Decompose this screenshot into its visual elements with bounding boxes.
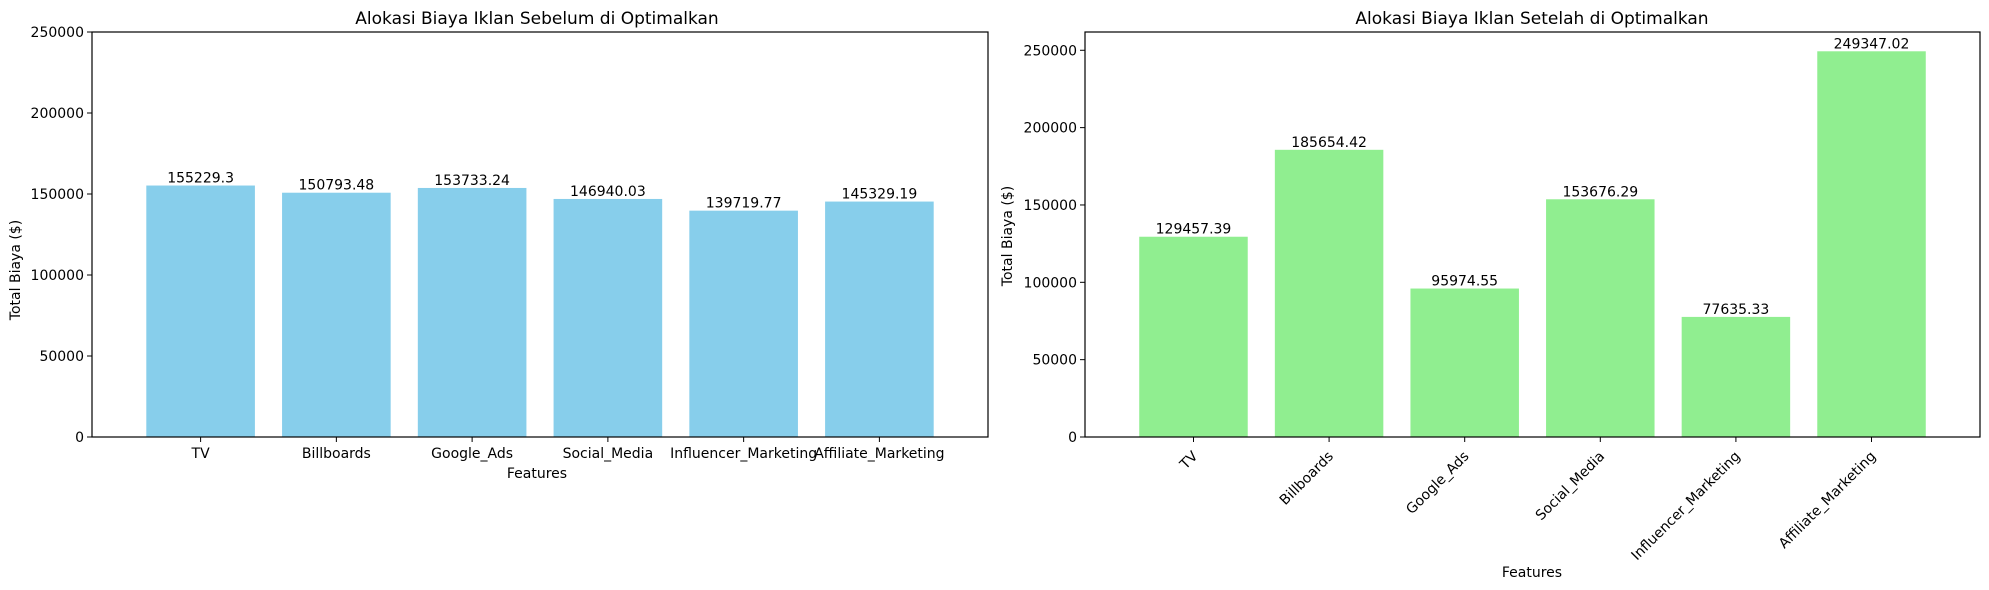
plot-frame xyxy=(91,31,989,438)
tick-group: TV Billboards Google_Ads Social_Media Influe… xyxy=(31,25,945,462)
y-tick-label: 0 xyxy=(75,430,84,446)
x-tick-label: Social_Media xyxy=(563,446,654,462)
bar-google-ads xyxy=(417,187,527,437)
y-axis-label: Total Biaya ($) xyxy=(1000,186,1016,287)
data-label: 129457.39 xyxy=(1156,222,1232,238)
data-label: 153733.24 xyxy=(434,173,510,189)
y-tick-label: 250000 xyxy=(31,25,84,41)
x-tick-label: Affiliate_Marketing xyxy=(814,446,944,462)
y-tick-label: 100000 xyxy=(31,268,84,284)
data-label: 145329.19 xyxy=(842,187,918,203)
bar-affiliate-marketing xyxy=(825,201,934,437)
data-label: 153676.29 xyxy=(1562,184,1638,200)
plot-frame xyxy=(1084,31,1981,438)
y-tick-label: 50000 xyxy=(1032,353,1077,369)
x-tick-label: Social_Media xyxy=(1533,449,1608,524)
x-axis-label: Features xyxy=(1502,565,1562,581)
data-label: 95974.55 xyxy=(1431,274,1498,290)
data-label: 139719.77 xyxy=(706,196,782,212)
y-tick-label: 200000 xyxy=(1024,121,1077,137)
bar-influencer-marketing xyxy=(1681,316,1791,437)
data-label: 150793.48 xyxy=(299,178,375,194)
y-tick-label: 150000 xyxy=(31,187,84,203)
y-tick-label: 50000 xyxy=(39,349,84,365)
y-tick-label: 0 xyxy=(1068,430,1077,446)
data-label: 249347.02 xyxy=(1834,36,1910,52)
data-label: 185654.42 xyxy=(1291,135,1367,151)
bar-group: 155229.3 150793.48 153733.24 146940.03 13971… xyxy=(146,171,934,437)
bar-tv xyxy=(1139,236,1248,437)
x-tick-label: Billboards xyxy=(302,446,371,462)
bar-affiliate-marketing xyxy=(1817,51,1926,438)
x-tick-label: Influencer_Marketing xyxy=(670,446,817,462)
y-tick-label: 200000 xyxy=(31,106,84,122)
bar-billboards xyxy=(282,192,391,437)
y-tick-label: 150000 xyxy=(1024,198,1077,214)
bar-tv xyxy=(146,185,255,437)
x-tick-label: Influencer_Marketing xyxy=(1628,449,1743,564)
x-axis-label: Features xyxy=(507,466,567,482)
x-tick-label: TV xyxy=(1176,448,1201,473)
x-tick-label: Google_Ads xyxy=(1403,449,1472,518)
x-tick-label: Google_Ads xyxy=(431,446,513,462)
chart-title: Alokasi Biaya Iklan Setelah di Optimalka… xyxy=(1355,9,1708,29)
bar-group: 129457.39 185654.42 95974.55 153676.29 77635… xyxy=(1139,36,1926,438)
x-tick-label: Affiliate_Marketing xyxy=(1776,449,1879,552)
y-axis-label: Total Biaya ($) xyxy=(8,220,24,321)
data-label: 146940.03 xyxy=(570,184,646,200)
chart-after-optimization: Alokasi Biaya Iklan Setelah di Optimalka… xyxy=(1000,9,1981,581)
data-label: 155229.3 xyxy=(167,171,234,187)
x-tick-label: TV xyxy=(191,446,211,462)
bar-billboards xyxy=(1274,149,1384,437)
bar-influencer-marketing xyxy=(689,210,798,437)
chart-title: Alokasi Biaya Iklan Sebelum di Optimalka… xyxy=(355,9,718,29)
bar-social-media xyxy=(553,198,663,437)
x-tick-label: Billboards xyxy=(1277,449,1337,509)
y-tick-label: 100000 xyxy=(1024,275,1077,291)
y-tick-label: 250000 xyxy=(1024,43,1077,59)
bar-social-media xyxy=(1546,199,1655,437)
chart-before-optimization: Alokasi Biaya Iklan Sebelum di Optimalka… xyxy=(8,9,989,482)
data-label: 77635.33 xyxy=(1703,302,1770,318)
bar-google-ads xyxy=(1410,288,1519,437)
